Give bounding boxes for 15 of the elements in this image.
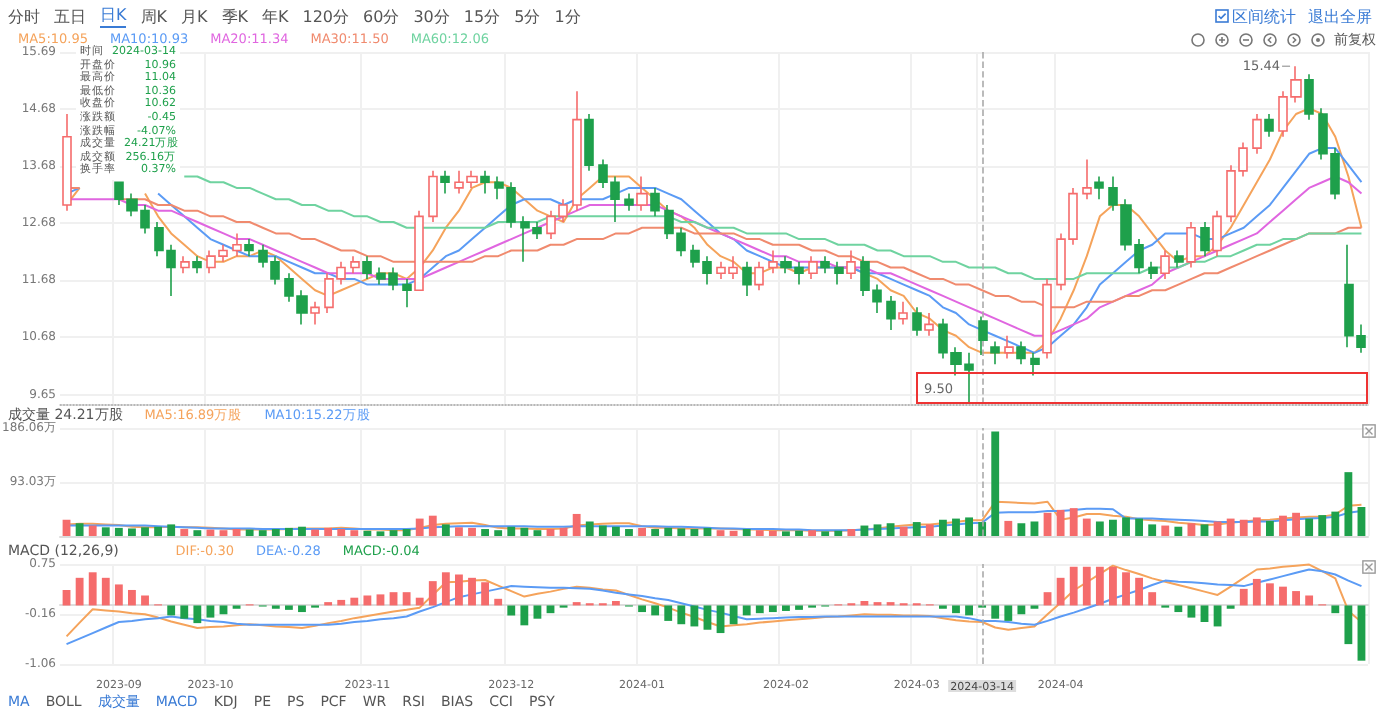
text: 年K: [262, 5, 289, 27]
text: 15分: [463, 5, 501, 27]
text: 季K: [221, 5, 248, 27]
text: 5分: [514, 5, 541, 27]
text: 月K: [181, 5, 208, 27]
text: 退出全屏: [1308, 5, 1372, 27]
text: 分时: [8, 5, 40, 27]
text: 五日: [54, 5, 86, 27]
text: 日K: [100, 4, 127, 28]
text: 30分: [413, 5, 450, 27]
text: 120分: [302, 5, 350, 27]
text: 60分: [363, 5, 400, 27]
text: 周K: [140, 5, 167, 27]
text: 1分: [554, 5, 581, 27]
text: 区间统计: [1232, 5, 1296, 27]
